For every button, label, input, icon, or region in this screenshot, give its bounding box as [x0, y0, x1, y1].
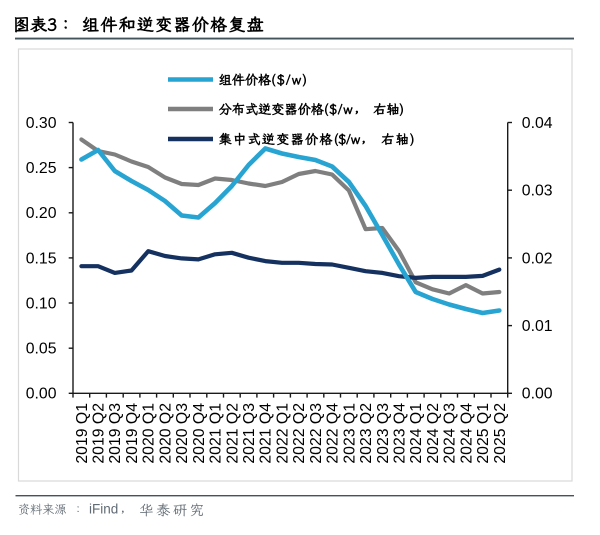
- svg-text:2020 Q3: 2020 Q3: [174, 403, 191, 464]
- svg-text:2025 Q2: 2025 Q2: [492, 403, 509, 464]
- svg-text:2019 Q2: 2019 Q2: [91, 403, 108, 464]
- svg-text:0.00: 0.00: [26, 386, 57, 403]
- svg-text:2023 Q3: 2023 Q3: [375, 403, 392, 464]
- svg-text:2021 Q1: 2021 Q1: [208, 403, 225, 464]
- svg-text:2024 Q4: 2024 Q4: [458, 403, 475, 464]
- svg-text:2020 Q2: 2020 Q2: [157, 403, 174, 464]
- svg-text:2024 Q3: 2024 Q3: [442, 403, 459, 464]
- svg-text:2024 Q1: 2024 Q1: [408, 403, 425, 464]
- svg-text:2022 Q2: 2022 Q2: [291, 403, 308, 464]
- svg-text:0.05: 0.05: [26, 341, 57, 358]
- svg-text:2023 Q4: 2023 Q4: [392, 403, 409, 464]
- svg-text:0.20: 0.20: [26, 205, 57, 222]
- svg-text:2019 Q3: 2019 Q3: [107, 403, 124, 464]
- svg-text:0.03: 0.03: [522, 183, 553, 200]
- svg-text:2023 Q2: 2023 Q2: [358, 403, 375, 464]
- svg-text:2022 Q4: 2022 Q4: [325, 403, 342, 464]
- svg-text:2021 Q4: 2021 Q4: [258, 403, 275, 464]
- svg-text:2020 Q1: 2020 Q1: [141, 403, 158, 464]
- svg-text:2024 Q2: 2024 Q2: [425, 403, 442, 464]
- svg-text:0.10: 0.10: [26, 295, 57, 312]
- svg-text:0.25: 0.25: [26, 160, 57, 177]
- svg-text:0.04: 0.04: [522, 115, 553, 132]
- svg-text:0.30: 0.30: [26, 115, 57, 132]
- svg-text:2021 Q3: 2021 Q3: [241, 403, 258, 464]
- svg-text:2021 Q2: 2021 Q2: [224, 403, 241, 464]
- svg-text:0.02: 0.02: [522, 250, 553, 267]
- svg-text:2022 Q3: 2022 Q3: [308, 403, 325, 464]
- svg-text:0.00: 0.00: [522, 386, 553, 403]
- svg-text:iFind: iFind: [89, 502, 118, 517]
- svg-text:2020 Q4: 2020 Q4: [191, 403, 208, 464]
- svg-text:2022 Q1: 2022 Q1: [274, 403, 291, 464]
- svg-text:0.01: 0.01: [522, 318, 553, 335]
- svg-text:2019 Q4: 2019 Q4: [124, 403, 141, 464]
- svg-text:2023 Q1: 2023 Q1: [341, 403, 358, 464]
- svg-text:2025 Q1: 2025 Q1: [475, 403, 492, 464]
- svg-text:0.15: 0.15: [26, 250, 57, 267]
- svg-text:2019 Q1: 2019 Q1: [74, 403, 91, 464]
